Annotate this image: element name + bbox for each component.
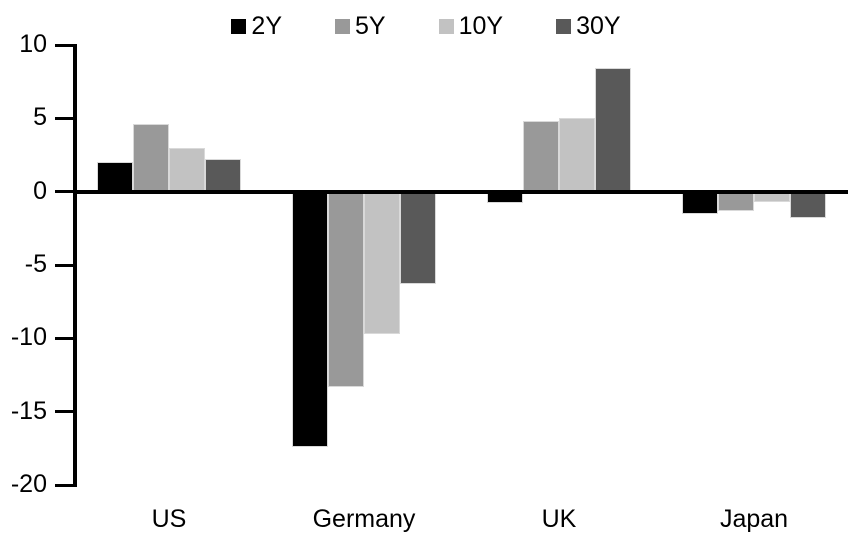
y-axis-tick-mark bbox=[55, 263, 73, 267]
y-axis-tick-label: 0 bbox=[33, 176, 47, 205]
x-axis-category-label-us: US bbox=[151, 505, 187, 533]
y-axis-line bbox=[73, 44, 77, 487]
bar-30y-germany bbox=[400, 191, 436, 285]
bar-10y-us bbox=[169, 147, 205, 192]
y-axis-tick-label: -15 bbox=[10, 396, 47, 425]
bar-5y-uk bbox=[523, 121, 559, 192]
legend-label: 30Y bbox=[576, 12, 621, 40]
legend-item-10y: 10Y bbox=[438, 12, 504, 40]
bar-30y-us bbox=[205, 159, 241, 192]
y-axis-tick-mark bbox=[55, 410, 73, 414]
bar-5y-us bbox=[133, 124, 169, 192]
legend-item-30y: 30Y bbox=[556, 12, 621, 40]
legend-label: 5Y bbox=[355, 12, 386, 40]
bar-2y-germany bbox=[292, 191, 328, 447]
bar-5y-germany bbox=[328, 191, 364, 387]
x-axis-category-label-japan: Japan bbox=[719, 505, 789, 533]
bar-10y-germany bbox=[364, 191, 400, 334]
legend-swatch-5y bbox=[335, 19, 351, 34]
bar-30y-japan bbox=[790, 191, 826, 219]
bar-2y-us bbox=[97, 162, 133, 192]
chart-legend: 2Y 5Y 10Y 30Y bbox=[0, 14, 852, 39]
x-axis-category-label-uk: UK bbox=[541, 505, 577, 533]
y-axis-tick-label: 5 bbox=[33, 103, 47, 132]
y-axis-tick-label: -5 bbox=[24, 250, 47, 278]
y-axis-tick-label: 10 bbox=[19, 30, 47, 58]
x-axis-category-label-germany: Germany bbox=[312, 505, 416, 533]
legend-item-5y: 5Y bbox=[335, 14, 386, 39]
legend-item-2y: 2Y bbox=[231, 14, 282, 39]
y-axis-tick-mark bbox=[55, 116, 73, 120]
legend-swatch-10y bbox=[438, 19, 454, 34]
legend-label: 10Y bbox=[458, 12, 504, 40]
legend-label: 2Y bbox=[251, 12, 283, 40]
y-axis-tick-label: -10 bbox=[10, 323, 47, 352]
y-axis-tick-label: -20 bbox=[10, 470, 47, 498]
x-axis-zero-line bbox=[73, 189, 848, 194]
bar-10y-uk bbox=[559, 118, 595, 192]
bar-5y-japan bbox=[718, 191, 754, 211]
legend-swatch-30y bbox=[556, 19, 572, 34]
y-axis-tick-mark bbox=[55, 190, 73, 194]
y-axis-tick-mark bbox=[55, 483, 73, 487]
y-axis-tick-mark bbox=[55, 336, 73, 340]
bar-30y-uk bbox=[595, 68, 631, 192]
legend-swatch-2y bbox=[231, 19, 247, 34]
bar-2y-japan bbox=[682, 191, 718, 214]
y-axis-tick-mark bbox=[55, 43, 73, 47]
